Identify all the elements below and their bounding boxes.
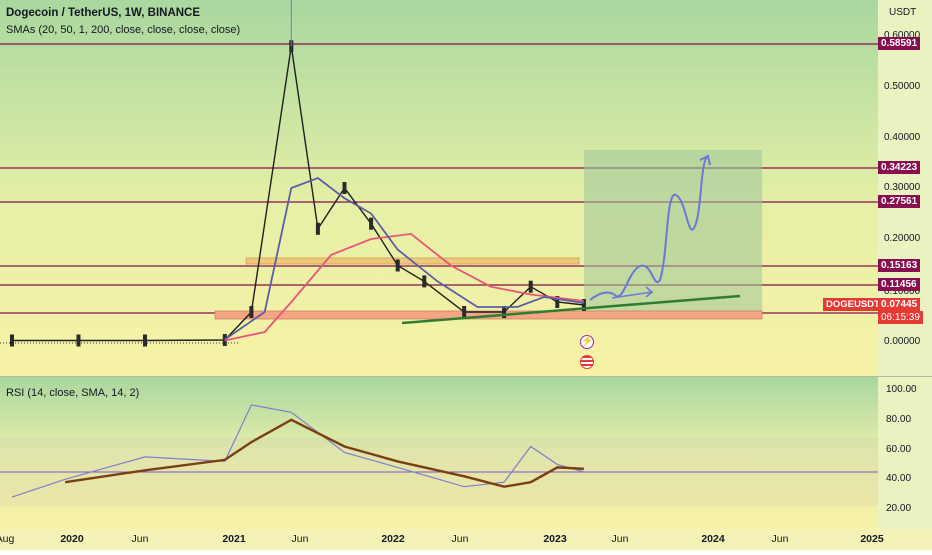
rsi-tick-label: 100.00 (886, 384, 917, 395)
current-price-tag: 0.07445 (878, 298, 921, 311)
price-tick-label: 0.40000 (884, 132, 921, 143)
rsi-tick-label: 60.00 (886, 443, 912, 455)
time-tick-label: Jun (291, 533, 309, 545)
price-unit: USDT (889, 7, 917, 18)
time-tick-label: 2025 (860, 533, 884, 545)
price-candle (462, 306, 467, 318)
projection-path (589, 155, 709, 301)
price-candle (555, 296, 560, 308)
countdown-tag: 06:15:39 (878, 311, 923, 324)
price-level-tag: 0.27561 (878, 195, 921, 208)
price-candle (422, 275, 427, 288)
price-candle (10, 334, 14, 347)
support-trendline (401, 294, 741, 325)
sma-series (224, 176, 585, 342)
rsi-pane-bg (0, 377, 878, 529)
time-tick-label: Aug (0, 533, 15, 545)
time-tick-label: 2022 (381, 533, 405, 545)
time-tick-label: Jun (611, 533, 629, 545)
price-candle (528, 280, 533, 293)
price-tick-label: 0.10000 (884, 286, 921, 297)
time-tick-label: 2021 (222, 533, 246, 545)
time-tick-label: 2020 (60, 533, 84, 545)
price-tick-label: 0.20000 (884, 233, 921, 244)
time-tick-label: 2024 (701, 533, 725, 545)
time-tick-label: 2023 (543, 533, 567, 545)
projection-box (584, 150, 762, 313)
rsi-series (11, 404, 585, 498)
price-candle (502, 306, 507, 318)
symbol-tag[interactable]: DOGEUSDT (823, 298, 883, 311)
rsi-tick-label: 80.00 (886, 413, 912, 425)
small-arrow (611, 286, 654, 299)
price-candle (395, 259, 400, 272)
price-level-tag: 0.58591 (878, 37, 921, 50)
price-level-tag: 0.11456 (878, 278, 920, 291)
rsi-ma-line (65, 418, 584, 488)
price-candle (143, 334, 147, 347)
price-candle (342, 182, 347, 194)
time-tick-label: Jun (771, 533, 789, 545)
us-flag-event-icon[interactable] (580, 355, 594, 369)
rsi-legend[interactable]: RSI (14, close, SMA, 14, 2) (6, 387, 140, 399)
rsi-tick-label: 40.00 (886, 473, 912, 485)
price-tick-label: 0.50000 (884, 81, 921, 92)
time-axis-bg (0, 529, 932, 550)
rsi-line (11, 404, 585, 498)
time-tick-label: Jun (451, 533, 469, 545)
price-candle (581, 299, 586, 311)
price-level-tag: 0.34223 (878, 161, 921, 174)
drawings (401, 154, 741, 325)
price-candle (76, 334, 81, 347)
lightning-event-icon[interactable]: ⚡ (580, 335, 594, 349)
price-level-tag: 0.15163 (878, 259, 921, 272)
price-tick-label: 0.60000 (884, 30, 921, 41)
time-tick-label: Jun (131, 533, 149, 545)
projection-arrow-head (699, 154, 711, 166)
sma-slow-line (224, 232, 585, 342)
price-tick-label: 0.30000 (884, 182, 921, 193)
price-tick-label: 0.00000 (884, 336, 921, 347)
price-candle (315, 222, 320, 235)
rsi-tick-label: 20.00 (886, 503, 912, 514)
sma-fast-line (224, 176, 585, 341)
chart-title[interactable]: Dogecoin / TetherUS, 1W, BINANCE (6, 7, 201, 19)
price-candle (249, 306, 254, 318)
sma-legend[interactable]: SMAs (20, 50, 1, 200, close, close, clos… (6, 24, 241, 36)
price-candle (369, 217, 374, 230)
